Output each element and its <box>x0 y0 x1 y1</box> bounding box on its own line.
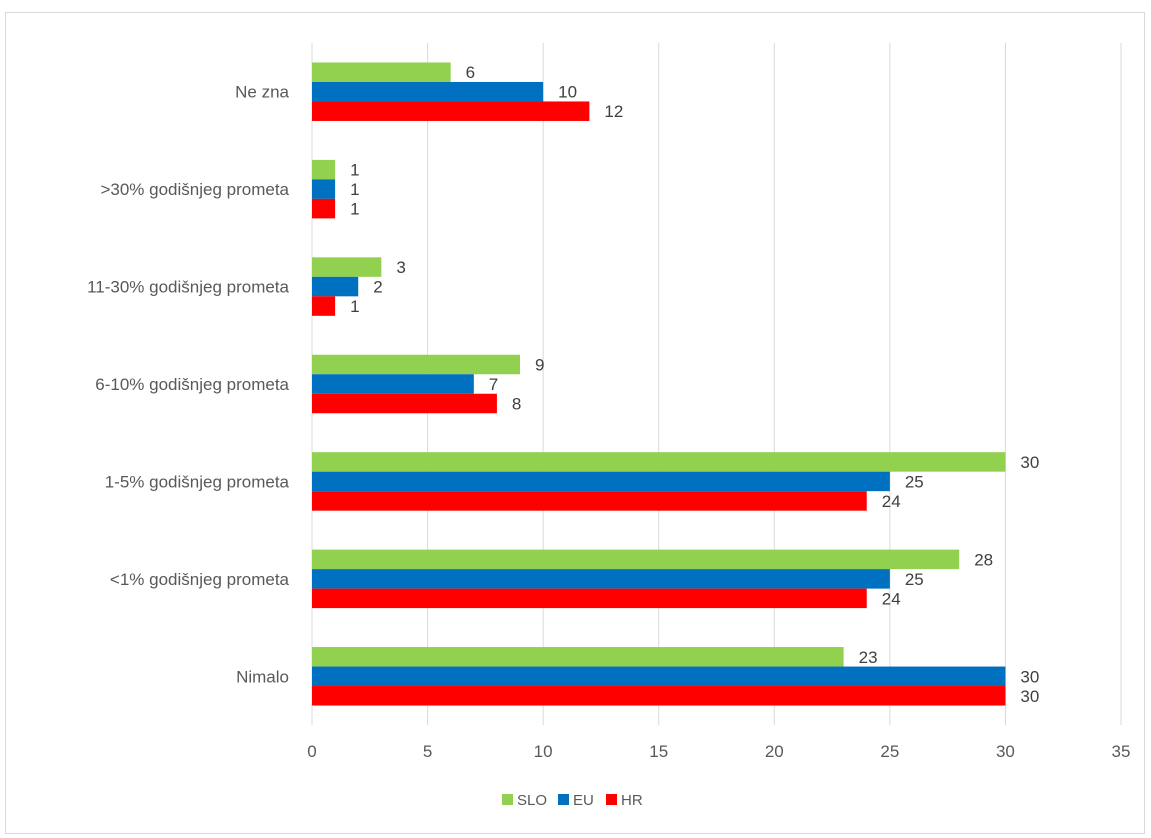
x-axis-ticks: 0 5 10 15 20 25 30 35 <box>307 742 1130 761</box>
x-tick-label-0: 0 <box>307 742 316 761</box>
data-label-slo-30-godi-njeg-prometa: 1 <box>350 161 359 180</box>
data-label-hr-1-5-godi-njeg-prometa: 24 <box>882 492 901 511</box>
category-label-ne-zna: Ne zna <box>235 83 289 102</box>
bar-slo-1-godi-njeg-prometa <box>312 549 960 570</box>
bar-slo-6-10-godi-njeg-prometa <box>312 354 521 375</box>
bar-eu-11-30-godi-njeg-prometa <box>312 276 359 297</box>
data-label-slo-1-5-godi-njeg-prometa: 30 <box>1020 453 1039 472</box>
data-label-eu-1-godi-njeg-prometa: 25 <box>905 570 924 589</box>
data-label-slo-ne-zna: 6 <box>466 63 475 82</box>
bar-eu-nimalo <box>312 666 1006 687</box>
bar-eu-30-godi-njeg-prometa <box>312 179 336 199</box>
bar-hr-30-godi-njeg-prometa <box>312 198 336 219</box>
bar-slo-1-5-godi-njeg-prometa <box>312 452 1006 472</box>
data-label-eu-ne-zna: 10 <box>558 83 577 102</box>
data-label-eu-1-5-godi-njeg-prometa: 25 <box>905 472 924 491</box>
data-label-hr-6-10-godi-njeg-prometa: 8 <box>512 395 521 414</box>
data-label-eu-11-30-godi-njeg-prometa: 2 <box>373 278 382 297</box>
bar-hr-6-10-godi-njeg-prometa <box>312 393 497 414</box>
category-label-nimalo: Nimalo <box>236 667 289 686</box>
bar-hr-1-5-godi-njeg-prometa <box>312 491 867 511</box>
bar-hr-ne-zna <box>312 101 590 121</box>
legend-swatch-slo <box>502 794 513 805</box>
bar-chart: Nimalo <1% godišnjeg prometa 1-5% godišnje… <box>87 43 1130 809</box>
x-tick-label-5: 5 <box>423 742 432 761</box>
bar-hr-11-30-godi-njeg-prometa <box>312 296 336 316</box>
data-label-eu-nimalo: 30 <box>1020 667 1039 686</box>
data-label-hr-30-godi-njeg-prometa: 1 <box>350 200 359 219</box>
x-tick-label-10: 10 <box>534 742 553 761</box>
bar-slo-ne-zna <box>312 62 451 82</box>
data-label-hr-ne-zna: 12 <box>604 102 623 121</box>
bar-eu-1-5-godi-njeg-prometa <box>312 471 890 492</box>
bar-eu-ne-zna <box>312 81 544 102</box>
data-label-hr-11-30-godi-njeg-prometa: 1 <box>350 297 359 316</box>
data-label-slo-nimalo: 23 <box>859 648 878 667</box>
data-label-eu-30-godi-njeg-prometa: 1 <box>350 180 359 199</box>
legend-label-hr: HR <box>621 792 643 809</box>
data-label-slo-11-30-godi-njeg-prometa: 3 <box>396 258 405 277</box>
data-label-hr-nimalo: 30 <box>1020 687 1039 706</box>
data-label-slo-6-10-godi-njeg-prometa: 9 <box>535 356 544 375</box>
category-label-30-godi-njeg-prometa: >30% godišnjeg prometa <box>100 180 289 199</box>
bars <box>312 62 1006 706</box>
category-label-1-godi-njeg-prometa: <1% godišnjeg prometa <box>110 570 290 589</box>
x-tick-label-15: 15 <box>649 742 668 761</box>
legend: SLO EU HR <box>502 792 643 809</box>
x-tick-label-20: 20 <box>765 742 784 761</box>
legend-swatch-hr <box>606 794 617 805</box>
bar-hr-nimalo <box>312 686 1006 706</box>
bar-slo-nimalo <box>312 647 844 667</box>
category-label-6-10-godi-njeg-prometa: 6-10% godišnjeg prometa <box>95 375 289 394</box>
legend-label-slo: SLO <box>517 792 547 809</box>
bar-eu-6-10-godi-njeg-prometa <box>312 374 474 394</box>
data-label-eu-6-10-godi-njeg-prometa: 7 <box>489 375 498 394</box>
bar-slo-30-godi-njeg-prometa <box>312 159 336 180</box>
bar-hr-1-godi-njeg-prometa <box>312 588 867 609</box>
chart-frame: Nimalo <1% godišnjeg prometa 1-5% godišnje… <box>5 12 1145 834</box>
data-label-slo-1-godi-njeg-prometa: 28 <box>974 550 993 569</box>
bar-eu-1-godi-njeg-prometa <box>312 569 890 589</box>
x-tick-label-25: 25 <box>880 742 899 761</box>
category-label-1-5-godi-njeg-prometa: 1-5% godišnjeg prometa <box>105 472 290 491</box>
bar-slo-11-30-godi-njeg-prometa <box>312 257 382 277</box>
legend-label-eu: EU <box>573 792 594 809</box>
legend-swatch-eu <box>558 794 569 805</box>
data-label-hr-1-godi-njeg-prometa: 24 <box>882 589 901 608</box>
gridlines <box>311 43 1122 725</box>
category-label-11-30-godi-njeg-prometa: 11-30% godišnjeg prometa <box>87 278 289 297</box>
x-tick-label-35: 35 <box>1112 742 1131 761</box>
x-tick-label-30: 30 <box>996 742 1015 761</box>
